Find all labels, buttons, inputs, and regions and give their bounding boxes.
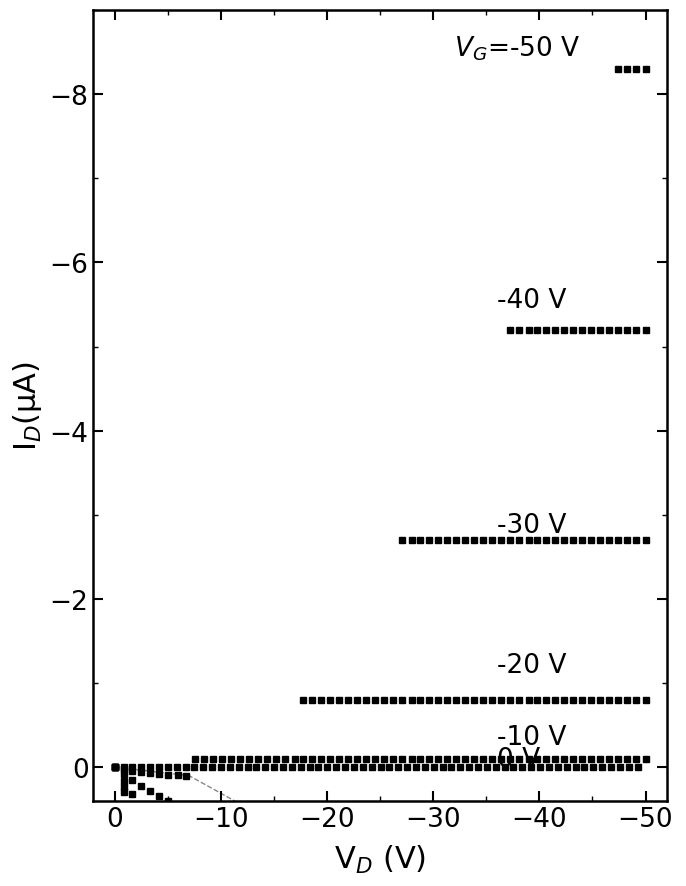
Text: -30 V: -30 V	[497, 512, 566, 539]
Text: -40 V: -40 V	[497, 288, 566, 314]
X-axis label: V$_D$ (V): V$_D$ (V)	[334, 843, 426, 874]
Text: $V_G$=-50 V: $V_G$=-50 V	[454, 35, 581, 63]
Text: -20 V: -20 V	[497, 652, 566, 678]
Y-axis label: I$_D$(μA): I$_D$(μA)	[11, 361, 44, 451]
Text: -10 V: -10 V	[497, 724, 566, 750]
Text: 0 V: 0 V	[497, 746, 540, 772]
